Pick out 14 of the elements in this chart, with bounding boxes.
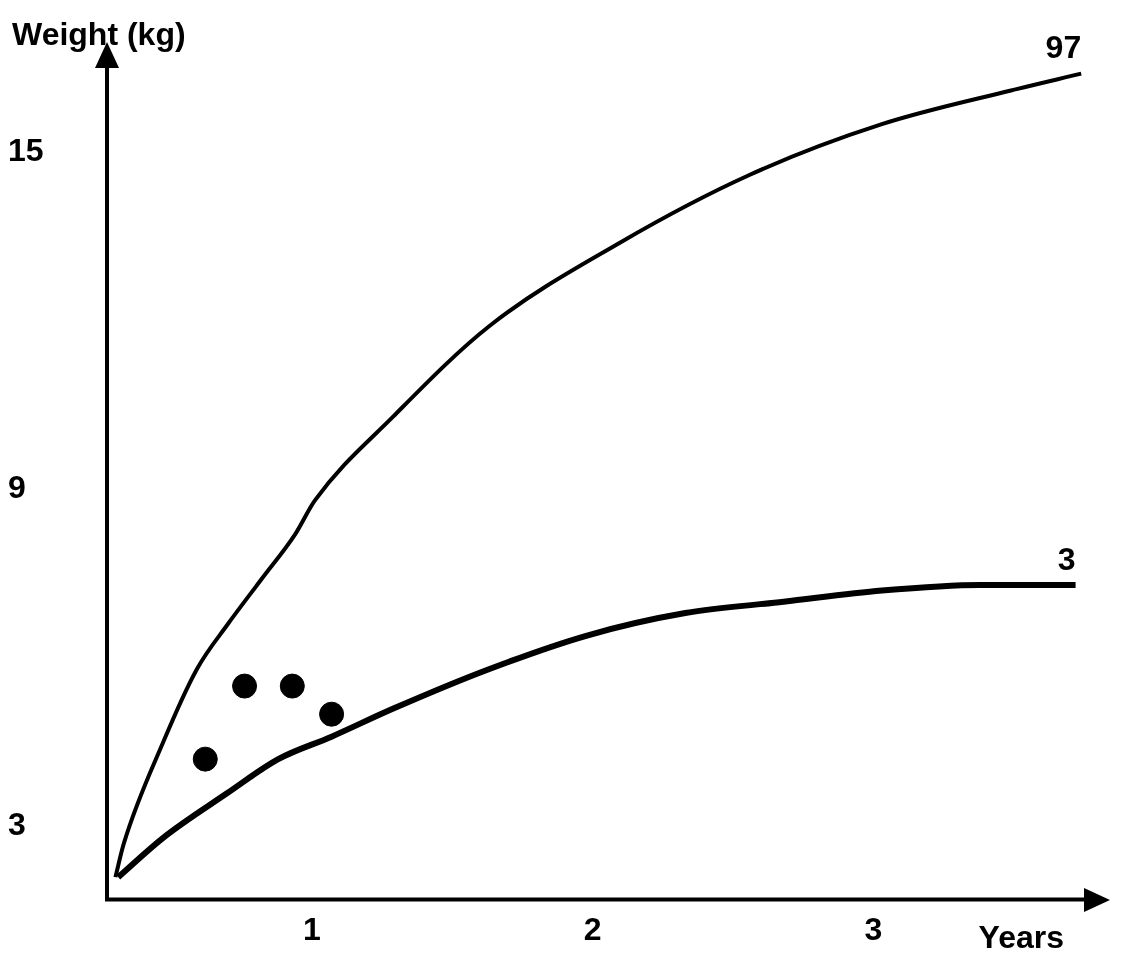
y-axis-title: Weight (kg): [12, 15, 186, 52]
x-tick-label: 3: [864, 910, 883, 947]
series-label: 97: [1045, 29, 1082, 66]
y-tick-label: 3: [8, 806, 26, 843]
point: [279, 673, 305, 699]
point: [319, 701, 345, 727]
y-tick-label: 9: [8, 469, 26, 506]
point: [232, 673, 258, 699]
series-label: 3: [1057, 540, 1076, 577]
x-axis-title: Years: [978, 919, 1064, 956]
x-tick-label: 2: [583, 910, 602, 947]
point: [192, 746, 218, 772]
y-tick-label: 15: [8, 132, 44, 169]
x-tick-label: 1: [303, 910, 321, 947]
